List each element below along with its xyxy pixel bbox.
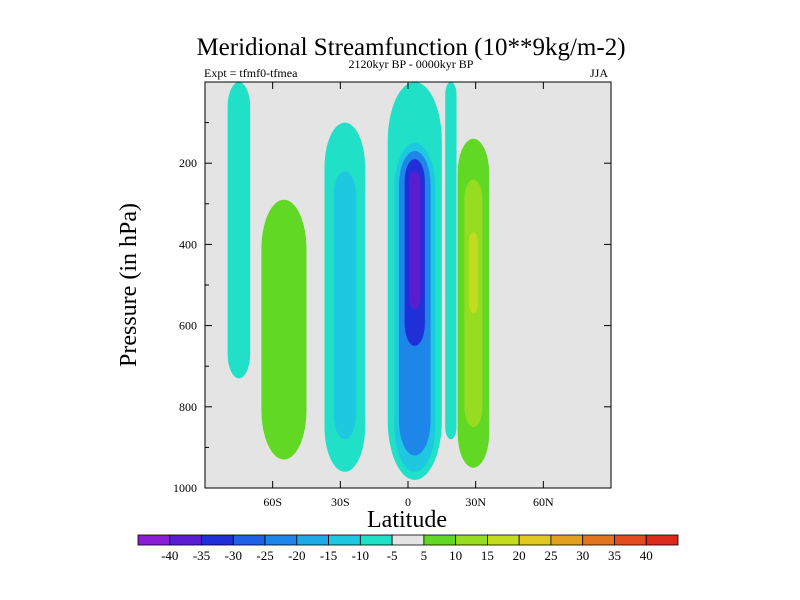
colorbar-label: -30 <box>225 548 242 563</box>
center-subtitle: 2120kyr BP - 0000kyr BP <box>349 57 474 71</box>
left-subtitle: Expt = tfmf0-tfmea <box>204 66 298 80</box>
colorbar-label: 15 <box>481 548 494 563</box>
colorbar-swatch <box>201 534 234 546</box>
x-axis-label: Latitude <box>367 507 447 533</box>
colorbar-swatch <box>391 534 425 546</box>
colorbar <box>137 534 679 546</box>
contour-nh-narrow-negative <box>445 82 457 440</box>
y-axis-label: Pressure (in hPa) <box>116 203 142 367</box>
colorbar-swatch <box>328 534 361 546</box>
colorbar-swatch <box>582 534 615 546</box>
x-tick-label: 30N <box>465 495 486 509</box>
colorbar-label: 40 <box>640 548 653 563</box>
y-tick-label: 800 <box>179 400 197 414</box>
y-axis: 200 400 600 800 1000 <box>173 122 611 495</box>
colorbar-label: -5 <box>387 548 398 563</box>
x-tick-label: 60S <box>263 495 282 509</box>
colorbar-swatch <box>455 534 488 546</box>
y-tick-label: 1000 <box>173 481 197 495</box>
colorbar-label: -35 <box>193 548 210 563</box>
colorbar-label: 35 <box>608 548 621 563</box>
colorbar-swatch <box>487 534 520 546</box>
colorbar-swatch <box>423 534 457 546</box>
colorbar-swatch <box>614 534 647 546</box>
y-tick-label: 600 <box>179 319 197 333</box>
colorbar-swatch <box>296 534 329 546</box>
colorbar-label: 10 <box>449 548 462 563</box>
colorbar-swatch <box>550 534 584 546</box>
colorbar-swatch <box>232 534 266 546</box>
x-tick-label: 0 <box>405 495 411 509</box>
colorbar-label: -15 <box>320 548 337 563</box>
colorbar-swatch <box>137 534 171 546</box>
colorbar-label: 20 <box>513 548 526 563</box>
contour-sh-high-lat-weak-negative <box>227 82 251 379</box>
colorbar-label: -20 <box>288 548 305 563</box>
right-subtitle: JJA <box>590 66 608 80</box>
colorbar-swatch <box>518 534 552 546</box>
colorbar-swatch <box>645 534 679 546</box>
colorbar-swatch <box>264 534 298 546</box>
colorbar-label: 30 <box>576 548 589 563</box>
x-tick-label: 60N <box>533 495 554 509</box>
y-tick-label: 200 <box>179 156 197 170</box>
colorbar-labels: -40 -35 -30 -25 -20 -15 -10 -5 5 10 15 20 25 30 35 40 <box>161 548 653 563</box>
colorbar-swatch <box>169 534 202 546</box>
colorbar-label: 5 <box>421 548 428 563</box>
chart-title: Meridional Streamfunction (10**9kg/m-2) <box>196 34 625 61</box>
colorbar-label: -40 <box>161 548 178 563</box>
contour-equatorial-negative-cell-core <box>409 171 421 310</box>
contour-fills <box>227 82 490 480</box>
colorbar-label: -10 <box>352 548 369 563</box>
colorbar-swatch <box>359 534 393 546</box>
contour-nh-subtropical-positive-core <box>468 232 478 314</box>
y-tick-label: 400 <box>179 237 197 251</box>
colorbar-label: 25 <box>544 548 557 563</box>
contour-sh-subtropical-negative-core <box>333 171 357 440</box>
contour-sh-midlat-positive-cell <box>261 199 307 460</box>
colorbar-label: -25 <box>256 548 273 563</box>
x-axis: 60S 30S 0 30N 60N <box>263 82 554 509</box>
x-tick-label: 30S <box>331 495 350 509</box>
